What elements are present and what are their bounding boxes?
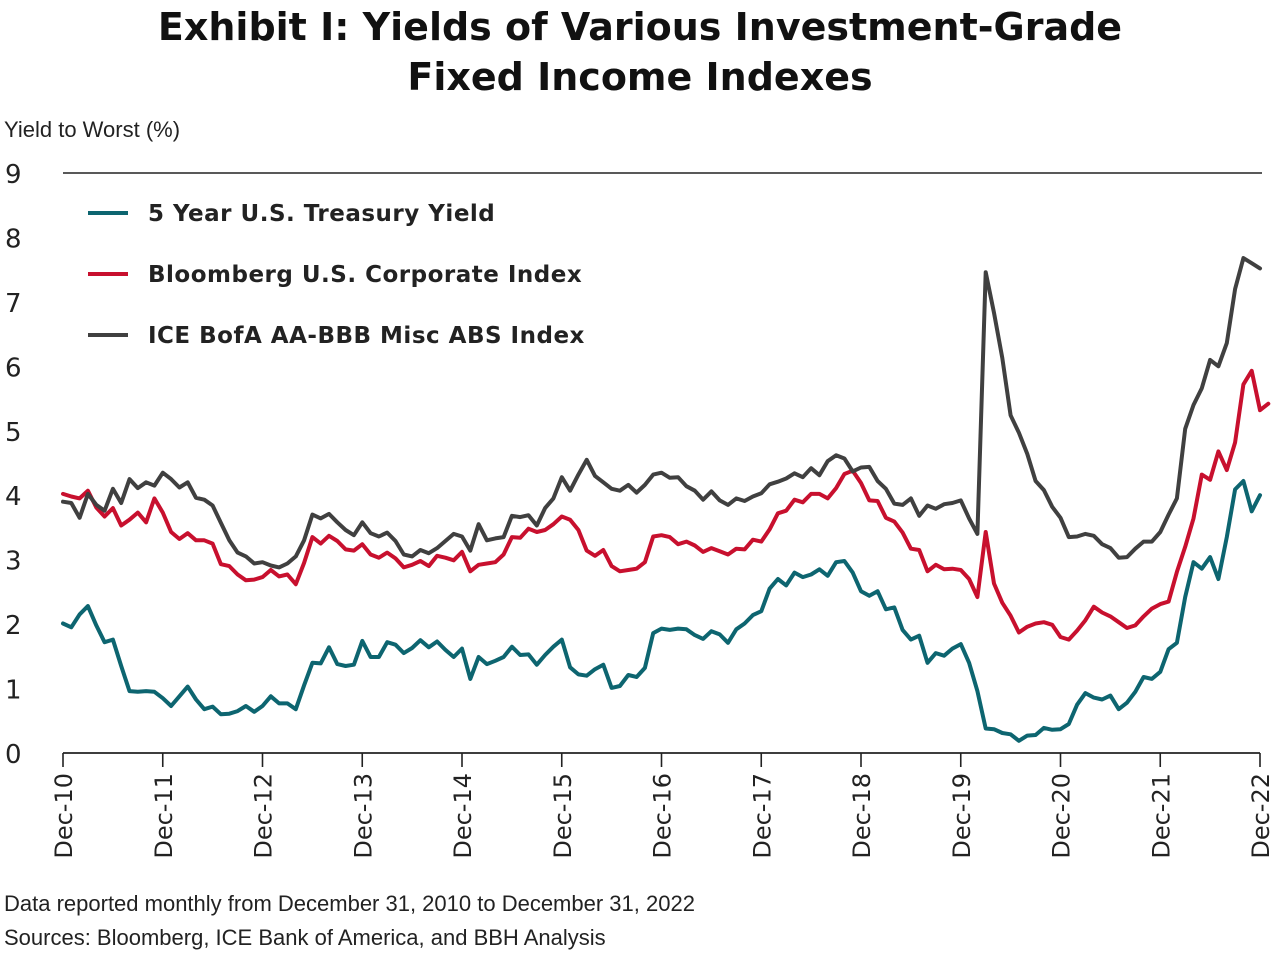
x-tick-label-Dec-15: Dec-15 bbox=[549, 773, 577, 859]
x-tick-label-Dec-18: Dec-18 bbox=[848, 773, 876, 859]
y-tick-label-4: 4 bbox=[5, 482, 22, 512]
chart-title-line-2: Fixed Income Indexes bbox=[407, 55, 873, 99]
series-line-ice-bofa-aa-bbb-misc-abs-index bbox=[61, 256, 1262, 570]
x-tick-label-Dec-21: Dec-21 bbox=[1147, 773, 1175, 859]
sources-note: Sources: Bloomberg, ICE Bank of America,… bbox=[4, 925, 606, 950]
x-tick-label-Dec-19: Dec-19 bbox=[948, 773, 976, 859]
x-tick-label-Dec-20: Dec-20 bbox=[1048, 773, 1076, 859]
x-tick-label-Dec-13: Dec-13 bbox=[349, 773, 377, 859]
series-line-5-year-u-s-treasury-yield bbox=[61, 479, 1262, 743]
series-line-bloomberg-u-s-corporate-index bbox=[61, 368, 1271, 642]
chart-title-line-1: Exhibit I: Yields of Various Investment-… bbox=[157, 5, 1123, 49]
y-tick-label-1: 1 bbox=[5, 676, 22, 706]
x-tick-label-Dec-11: Dec-11 bbox=[150, 773, 178, 859]
y-axis-label: Yield to Worst (%) bbox=[4, 117, 181, 142]
legend-label-2: Bloomberg U.S. Corporate Index bbox=[148, 262, 582, 288]
x-tick-label-Dec-10: Dec-10 bbox=[50, 773, 78, 859]
x-tick-label-Dec-12: Dec-12 bbox=[250, 773, 278, 859]
y-tick-label-7: 7 bbox=[5, 289, 22, 319]
x-tick-label-Dec-14: Dec-14 bbox=[449, 773, 477, 859]
legend-label-1: 5 Year U.S. Treasury Yield bbox=[148, 201, 495, 227]
x-tick-label-Dec-17: Dec-17 bbox=[748, 773, 776, 859]
x-tick-label-Dec-22: Dec-22 bbox=[1247, 773, 1275, 859]
chart-title: Exhibit I: Yields of Various Investment-… bbox=[0, 2, 1280, 102]
y-tick-label-5: 5 bbox=[5, 418, 22, 448]
legend-label-3: ICE BofA AA-BBB Misc ABS Index bbox=[148, 323, 585, 349]
x-tick-label-Dec-16: Dec-16 bbox=[649, 773, 677, 859]
y-tick-label-8: 8 bbox=[5, 224, 22, 254]
y-tick-label-3: 3 bbox=[5, 547, 22, 577]
y-tick-label-2: 2 bbox=[5, 611, 22, 641]
y-tick-label-9: 9 bbox=[5, 160, 22, 190]
data-frequency-note: Data reported monthly from December 31, … bbox=[4, 891, 695, 916]
y-tick-label-0: 0 bbox=[5, 740, 22, 770]
y-tick-label-6: 6 bbox=[5, 353, 22, 383]
